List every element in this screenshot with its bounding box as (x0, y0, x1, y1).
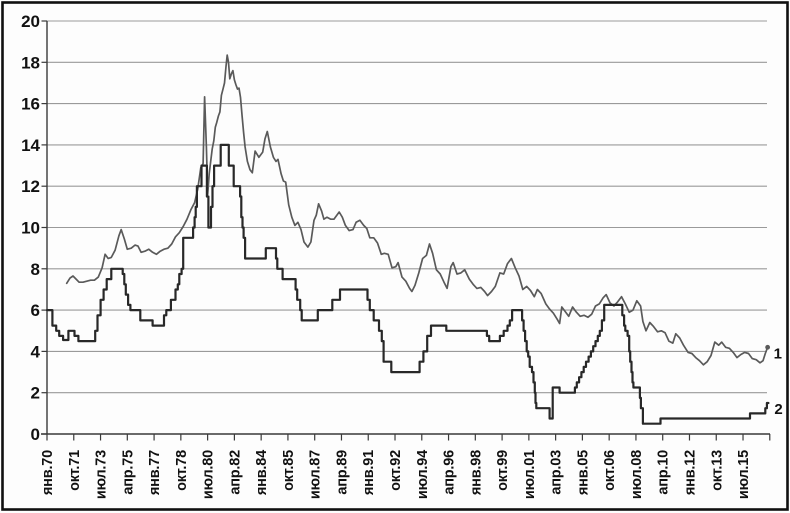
x-tick-label: янв.12 (682, 450, 698, 495)
x-tick-label: апр.89 (334, 450, 350, 495)
y-tick-label: 14 (21, 136, 40, 155)
y-tick-label: 0 (31, 425, 40, 444)
x-tick-label: апр.10 (656, 450, 672, 495)
series-2-line (45, 143, 770, 425)
x-tick-label: окт.78 (174, 450, 190, 491)
x-tick-label: янв.98 (468, 450, 484, 495)
x-tick-label: окт.92 (388, 450, 404, 491)
y-tick-label: 10 (21, 219, 40, 238)
x-tick-label: янв.84 (254, 450, 270, 495)
x-tick-label: янв.05 (575, 450, 591, 495)
y-tick-label: 6 (31, 301, 40, 320)
x-tick-label: янв.70 (40, 450, 56, 495)
x-tick-label: апр.96 (442, 450, 458, 495)
x-tick-label: окт.71 (67, 450, 83, 491)
y-tick-label: 2 (31, 384, 40, 403)
series-1-end-label: 1 (774, 345, 782, 362)
y-tick-label: 20 (21, 12, 40, 31)
x-tick-label: июл.08 (629, 450, 645, 499)
x-tick-label: окт.06 (602, 450, 618, 491)
y-tick-label: 16 (21, 95, 40, 114)
x-tick-label: окт.99 (495, 450, 511, 491)
series-2-end-label: 2 (774, 401, 782, 418)
x-tick-label: июл.94 (415, 450, 431, 499)
y-tick-label: 18 (21, 53, 40, 72)
series-1-end-dot (765, 344, 771, 350)
x-tick-label: янв.77 (147, 450, 163, 495)
x-tick-label: янв.91 (361, 450, 377, 495)
x-tick-label: июл.73 (94, 450, 110, 499)
x-tick-label: апр.82 (227, 450, 243, 495)
x-tick-label: июл.01 (522, 450, 538, 499)
x-tick-label: окт.85 (281, 450, 297, 491)
x-tick-label: июл.87 (308, 450, 324, 499)
series-1-line (65, 54, 769, 366)
x-tick-label: апр.75 (120, 450, 136, 495)
x-tick-label: июл.15 (736, 450, 752, 499)
y-tick-label: 12 (21, 177, 40, 196)
y-tick-label: 4 (31, 342, 41, 361)
x-tick-label: апр.03 (549, 450, 565, 495)
x-tick-label: июл.80 (201, 450, 217, 499)
x-tick-label: окт.13 (709, 450, 725, 491)
y-tick-label: 8 (31, 260, 40, 279)
